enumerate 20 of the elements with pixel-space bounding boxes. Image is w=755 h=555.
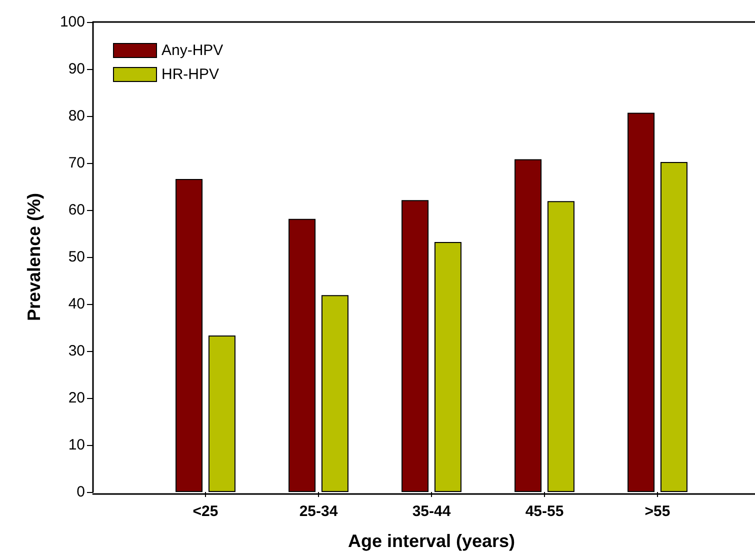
y-tick-label: 100 [60,14,85,30]
y-tick-label: 90 [68,60,85,78]
y-tick-label: 10 [68,436,85,454]
y-tick-label: 0 [76,484,85,500]
x-axis-title: Age interval (years) [348,531,516,551]
x-tick-label: 45-55 [525,503,564,520]
y-tick-label: 20 [68,390,85,406]
y-tick-label: 80 [68,108,85,124]
x-tick-label: 25-34 [299,503,338,520]
legend-label: Any-HPV [162,42,224,59]
x-tick-label: <25 [192,503,218,520]
y-axis-title: Prevalence (%) [24,192,44,322]
y-tick-label: 30 [68,342,85,360]
y-tick-label: 70 [68,154,85,172]
y-tick-label: 40 [68,296,85,312]
y-tick-label: 60 [68,202,85,218]
x-tick-label: >55 [644,503,670,520]
y-tick-label: 50 [68,248,85,266]
legend-label: HR-HPV [162,66,220,83]
x-tick-label: 35-44 [412,503,452,520]
